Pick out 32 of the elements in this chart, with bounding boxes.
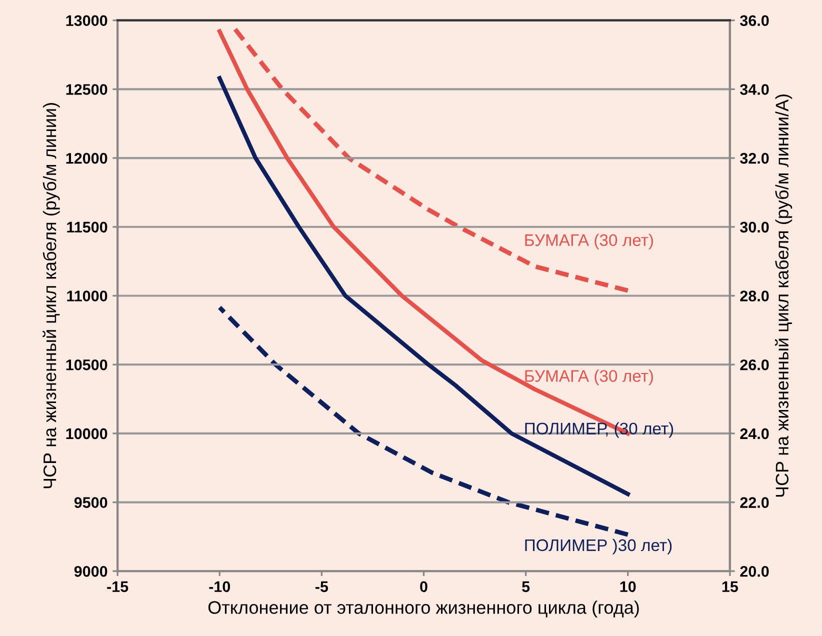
y2-tick-label: 20.0 [740,566,769,577]
y-tick-label: 10500 [66,359,108,370]
y2-axis-title: ЧСР на жизненный цикл кабеля (руб/м линии/А) [774,94,792,497]
y-tick-label: 12500 [66,84,108,95]
y2-tick-label: 34.0 [740,84,769,95]
x-tick-label: -10 [209,581,230,592]
series-label: ПОЛИМЕР, (30 лет) [525,422,674,438]
y2-tick-label: 30.0 [740,222,769,233]
y-tick-label: 12000 [66,152,108,164]
y-tick-label: 10000 [66,428,108,440]
y2-tick-label: 32.0 [740,152,769,164]
x-tick-label: 0 [420,581,428,592]
y2-tick-label: 28.0 [740,290,769,302]
y2-tick-label: 26.0 [740,359,769,370]
y-tick-label: 13000 [66,15,108,26]
x-tick-label: 15 [722,581,738,592]
y-tick-label: 11500 [67,222,108,233]
x-tick-label: -15 [107,581,128,592]
y2-tick-label: 24.0 [740,428,769,440]
x-tick-label: 5 [522,581,530,592]
series-label: БУМАГА (30 лет) [525,370,653,386]
y-tick-label: 9500 [74,497,108,508]
y2-tick-label: 36.0 [740,15,769,26]
y-tick-label: 11000 [67,290,108,302]
y2-tick-label: 22.0 [740,497,769,508]
x-tick-label: 10 [620,581,636,592]
y-axis-title: ЧСР на жизненный цикл кабеля (руб/м линии) [42,103,60,488]
x-axis-title: Отклонение от эталонного жизненного цикла (года) [208,600,639,618]
y-tick-label: 9000 [74,566,108,577]
x-tick-label: -5 [315,581,328,592]
series-label: ПОЛИМЕР )30 лет) [525,538,672,554]
series-label: БУМАГА (30 лет) [525,234,653,250]
